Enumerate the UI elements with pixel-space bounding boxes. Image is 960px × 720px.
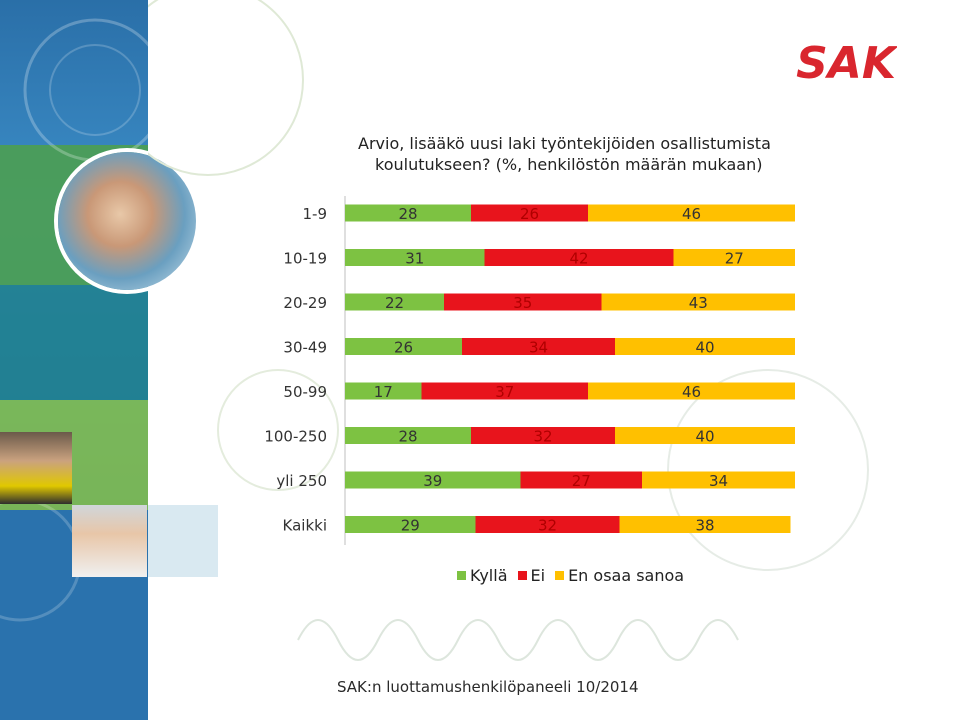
data-label: 31	[405, 250, 424, 268]
title-line-1: Arvio, lisääkö uusi laki työntekijöiden …	[358, 134, 771, 153]
bar-segment	[615, 427, 795, 444]
title-line-2: koulutukseen? (%, henkilöstön määrän muk…	[375, 155, 763, 174]
data-label: 22	[385, 294, 404, 312]
bar-segment	[345, 204, 471, 222]
data-label: 34	[529, 339, 548, 357]
category-label: 10-19	[283, 250, 327, 268]
data-label: 34	[709, 472, 728, 490]
data-label: 43	[689, 294, 708, 312]
category-label: Kaikki	[283, 517, 327, 535]
legend-label-kylla: Kyllä	[470, 566, 508, 585]
data-label: 29	[401, 517, 420, 535]
category-label: 1-9	[303, 205, 328, 223]
bar-segment	[345, 516, 476, 533]
background-pattern	[148, 0, 869, 661]
legend-swatch-ei	[517, 571, 527, 580]
data-label: 37	[495, 383, 514, 401]
teal-strip	[0, 285, 148, 400]
bar-segment	[619, 516, 791, 533]
legend-label-en-osaa: En osaa sanoa	[568, 566, 685, 585]
bar-segment	[520, 471, 642, 489]
data-label: 28	[398, 205, 417, 223]
bar-segment	[345, 471, 521, 489]
bar-segment	[642, 471, 795, 489]
sak-logo-text: SAK	[796, 40, 897, 84]
data-label: 46	[682, 205, 701, 223]
legend-item-ei: Ei	[517, 566, 546, 585]
data-label: 35	[513, 294, 532, 312]
bar-segment	[601, 293, 795, 311]
worker-photo	[0, 432, 72, 504]
legend-item-kylla: Kyllä	[457, 566, 508, 585]
data-label: 42	[569, 250, 588, 268]
legend-swatch-en-osaa	[555, 571, 565, 580]
category-label: 20-29	[283, 294, 327, 312]
bar-segment	[345, 427, 471, 444]
data-label: 32	[533, 428, 552, 446]
sak-logo: SAK	[796, 40, 897, 84]
handshake-photo	[58, 152, 196, 290]
legend-swatch-kylla	[457, 571, 466, 580]
bar-segment	[475, 516, 620, 533]
data-label: 38	[695, 517, 714, 535]
bar-segment	[462, 338, 615, 355]
bar-segment	[421, 382, 588, 400]
bar-segment	[345, 338, 462, 355]
bar-segment	[615, 338, 795, 355]
bar-segment	[471, 427, 615, 444]
light-blue-tile	[148, 505, 218, 577]
chart-legend: Kyllä Ei En osaa sanoa	[457, 566, 694, 585]
data-label: 40	[695, 339, 714, 357]
bar-segment	[588, 382, 795, 400]
bar-segment	[673, 249, 795, 266]
category-label: yli 250	[276, 472, 327, 490]
data-label: 27	[725, 250, 744, 268]
worker-photo-2	[72, 505, 147, 577]
data-label: 27	[572, 472, 591, 490]
data-label: 28	[398, 428, 417, 446]
bar-segment	[484, 249, 674, 266]
bar-segment	[345, 293, 444, 311]
bar-segment	[588, 204, 795, 222]
bar-segment	[345, 249, 485, 266]
category-label: 30-49	[283, 339, 327, 357]
bar-segment	[471, 204, 588, 222]
legend-label-ei: Ei	[530, 566, 546, 585]
bar-segment	[345, 382, 422, 400]
category-label: 50-99	[283, 383, 327, 401]
bar-segment	[444, 293, 602, 311]
data-label: 26	[394, 339, 413, 357]
source-footer: SAK:n luottamushenkilöpaneeli 10/2014	[337, 678, 639, 696]
data-label: 46	[682, 383, 701, 401]
chart-title: Arvio, lisääkö uusi laki työntekijöiden …	[358, 133, 838, 175]
data-label: 26	[520, 205, 539, 223]
data-label: 17	[374, 383, 393, 401]
data-label: 39	[423, 472, 442, 490]
data-label: 32	[538, 517, 557, 535]
legend-item-en-osaa: En osaa sanoa	[555, 566, 684, 585]
category-label: 100-250	[264, 428, 327, 446]
data-label: 40	[695, 428, 714, 446]
